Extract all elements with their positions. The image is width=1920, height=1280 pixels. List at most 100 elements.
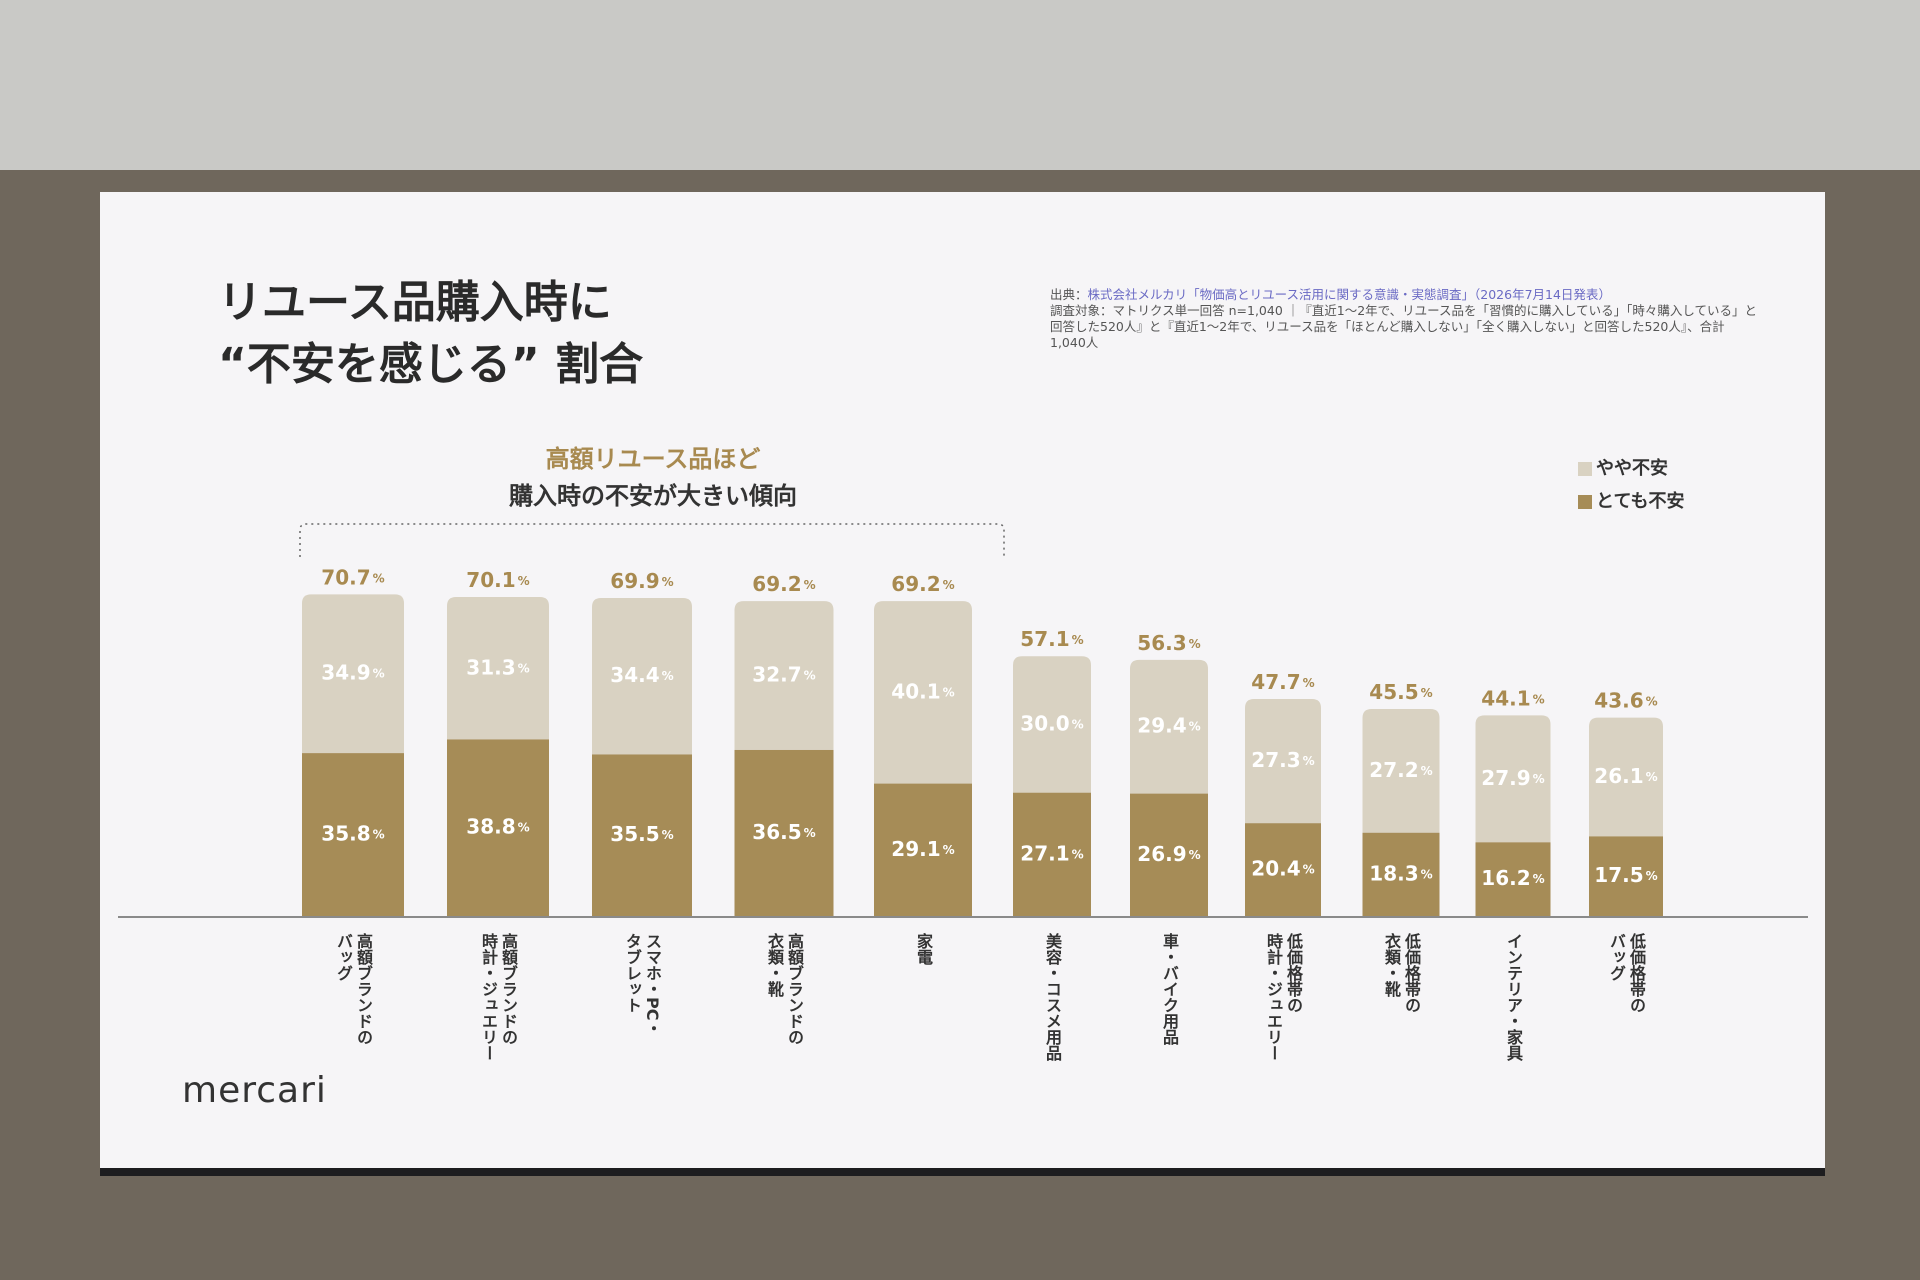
segment-label-value: 20.4 [1251, 856, 1300, 880]
total-label: 45.5% [1369, 679, 1432, 703]
segment-label: 26.1% [1594, 763, 1657, 787]
total-label-value: 57.1 [1020, 627, 1069, 651]
segment-label-unit: % [1646, 769, 1658, 783]
segment-label: 20.4% [1251, 856, 1314, 880]
bar-segment [1013, 656, 1091, 793]
segment-label-value: 31.3 [466, 655, 515, 679]
bar-segment [302, 753, 404, 916]
total-label-unit: % [373, 571, 385, 585]
segment-label-unit: % [1072, 847, 1084, 861]
segment-label-value: 27.2 [1369, 757, 1418, 781]
total-label-value: 43.6 [1594, 688, 1643, 712]
segment-label-value: 35.5 [610, 822, 659, 846]
segment-label: 29.4% [1137, 713, 1200, 737]
x-tick-label: 低価格帯の 衣類・靴 [1382, 933, 1421, 1013]
logo: mercari [182, 1070, 327, 1111]
bar-segment [734, 749, 834, 916]
total-label-unit: % [1421, 685, 1433, 699]
x-tick-label: 低価格帯の バッグ [1607, 933, 1646, 1013]
segment-label-unit: % [804, 668, 816, 682]
segment-label: 36.5% [752, 819, 815, 843]
total-label-value: 47.7 [1251, 669, 1300, 693]
segment-label-unit: % [1189, 847, 1201, 861]
total-label-unit: % [1303, 675, 1315, 689]
segment-label-unit: % [943, 685, 955, 699]
segment-label: 27.3% [1251, 748, 1314, 772]
segment-label-unit: % [662, 669, 674, 683]
segment-label-value: 17.5 [1594, 863, 1643, 887]
x-tick-label: 低価格帯の 時計・ジュエリー [1264, 933, 1303, 1061]
segment-label: 26.9% [1137, 841, 1200, 865]
segment-label: 29.1% [891, 836, 954, 860]
segment-label-unit: % [1303, 862, 1315, 876]
total-label-value: 45.5 [1369, 679, 1418, 703]
x-tick-label: 美容・コスメ用品 [1043, 933, 1062, 1061]
bar-segment [1245, 823, 1321, 916]
total-label: 69.2% [891, 572, 954, 596]
segment-label: 27.9% [1481, 765, 1544, 789]
segment-label: 27.2% [1369, 757, 1432, 781]
total-label-value: 70.1 [466, 568, 515, 592]
bracket [299, 523, 1005, 557]
segment-label-value: 32.7 [752, 662, 801, 686]
x-tick-label: スマホ・PC・ タブレット [623, 933, 662, 1037]
segment-label-value: 36.5 [752, 819, 801, 843]
segment-label-unit: % [518, 661, 530, 675]
x-tick-label: 高額ブランドの バッグ [334, 933, 373, 1045]
segment-label-unit: % [1533, 771, 1545, 785]
total-label: 70.1% [466, 568, 529, 592]
source-text: 株式会社メルカリ「物価高とリユース活用に関する意識・実態調査」（2026年7月1… [1087, 287, 1611, 302]
segment-label-value: 27.1 [1020, 841, 1069, 865]
segment-label-value: 18.3 [1369, 861, 1418, 885]
bar-segment [874, 601, 972, 784]
bar-segment [1245, 698, 1321, 824]
x-tick-label: 車・バイク用品 [1160, 933, 1179, 1045]
source: 出典：株式会社メルカリ「物価高とリユース活用に関する意識・実態調査」（2026年… [1050, 287, 1760, 351]
total-label-unit: % [804, 578, 816, 592]
segment-label: 35.8% [321, 821, 384, 845]
bar-segment [302, 594, 404, 754]
segment-label-value: 35.8 [321, 821, 370, 845]
segment-label: 35.5% [610, 822, 673, 846]
legend-label: とても不安 [1596, 490, 1685, 512]
total-label-value: 69.2 [752, 572, 801, 596]
bar-segment [592, 754, 692, 916]
segment-label-unit: % [1303, 754, 1315, 768]
segment-label-value: 26.1 [1594, 763, 1643, 787]
total-label: 57.1% [1020, 627, 1083, 651]
segment-label-value: 29.1 [891, 836, 940, 860]
segment-label: 18.3% [1369, 861, 1432, 885]
segment-label-unit: % [1421, 763, 1433, 777]
segment-label-value: 29.4 [1137, 713, 1186, 737]
bar-segment [874, 783, 972, 916]
segment-label: 38.8% [466, 814, 529, 838]
segment-label: 32.7% [752, 662, 815, 686]
segment-label-unit: % [1421, 867, 1433, 881]
segment-label: 31.3% [466, 655, 529, 679]
bar-segment [1589, 836, 1663, 916]
bar-segment [1130, 659, 1208, 794]
segment-label: 27.1% [1020, 841, 1083, 865]
segment-label-value: 38.8 [466, 814, 515, 838]
total-label-value: 69.2 [891, 572, 940, 596]
total-label: 43.6% [1594, 688, 1657, 712]
segment-label-value: 40.1 [891, 679, 940, 703]
bar-segment [1013, 792, 1091, 916]
bar-segment [447, 597, 549, 740]
segment-label-value: 16.2 [1481, 866, 1530, 890]
segment-label-value: 34.4 [610, 663, 659, 687]
x-tick-label: インテリア・家具 [1504, 933, 1523, 1061]
segment-label-unit: % [373, 827, 385, 841]
total-label-value: 70.7 [321, 565, 370, 589]
segment-label-value: 26.9 [1137, 841, 1186, 865]
total-label-unit: % [1646, 694, 1658, 708]
total-label-value: 69.9 [610, 568, 659, 592]
total-label: 69.9% [610, 568, 673, 592]
total-label: 44.1% [1481, 686, 1544, 710]
x-tick-label: 高額ブランドの 衣類・靴 [765, 933, 804, 1045]
segment-label: 17.5% [1594, 863, 1657, 887]
segment-label: 34.4% [610, 663, 673, 687]
segment-label-unit: % [1646, 869, 1658, 883]
chart-title: リユース品購入時に “不安を感じる” 割合 [218, 277, 644, 390]
